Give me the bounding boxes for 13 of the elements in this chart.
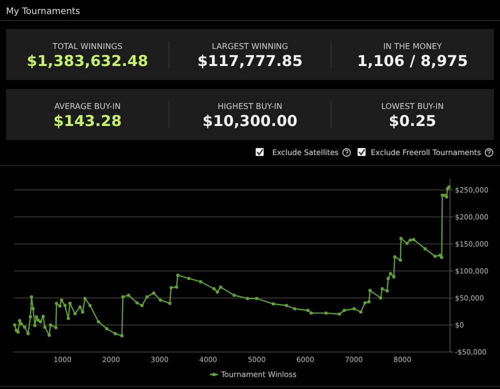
- text: 1,106 / 8,975: [357, 52, 468, 70]
- text: TOTAL WINNINGS: [52, 42, 122, 51]
- text: My Tournaments: [6, 7, 80, 17]
- text: HIGHEST BUY-IN: [218, 102, 282, 111]
- text: $0.25: [388, 112, 436, 130]
- text: LOWEST BUY-IN: [381, 102, 444, 111]
- text: $1,383,632.48: [26, 52, 148, 70]
- text: $10,300.00: [202, 112, 298, 130]
- text: LARGEST WINNING: [212, 42, 288, 51]
- text: $117,777.85: [197, 52, 303, 70]
- text: IN THE MONEY: [383, 42, 442, 51]
- text: $143.28: [53, 112, 122, 130]
- text: AVERAGE BUY-IN: [54, 102, 121, 111]
